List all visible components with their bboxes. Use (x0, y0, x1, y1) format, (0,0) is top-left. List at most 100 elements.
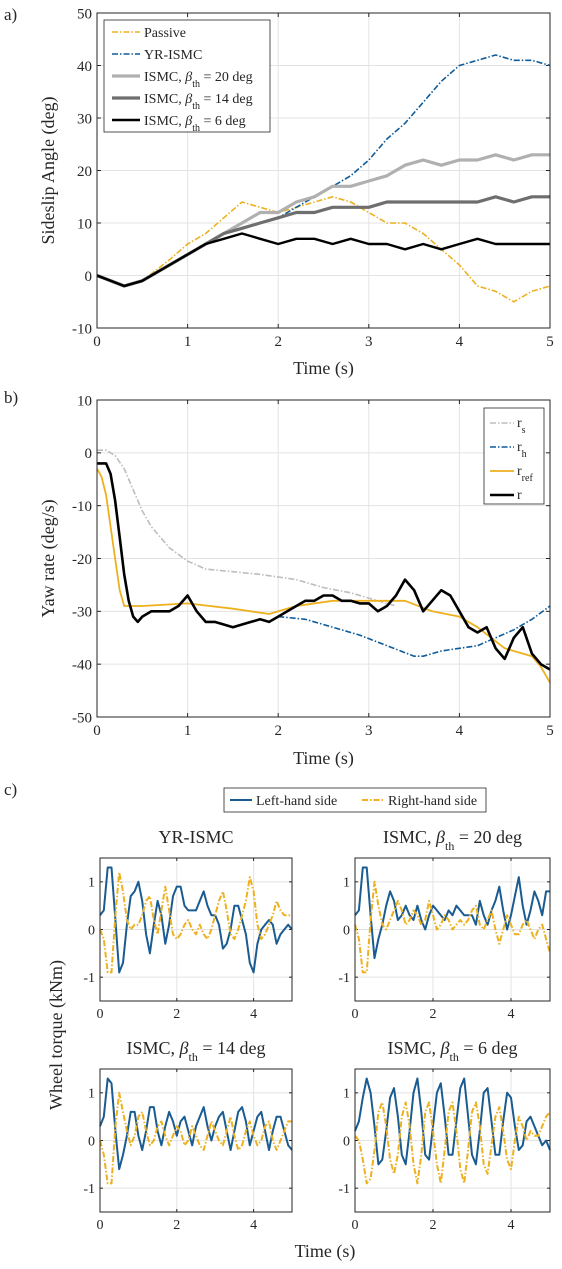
panel-b-ytick-label: 0 (85, 446, 93, 462)
panel-c-subplot-3-ytick-label: 0 (88, 1134, 95, 1149)
panel-a-ytick-label: 0 (85, 269, 93, 285)
panel-c-subplot-1-xtick-label: 4 (250, 1007, 257, 1022)
panel-b-ytick-label: -20 (72, 552, 92, 568)
panel-a-legend-text: YR-ISMC (144, 48, 202, 63)
panel-b-ytick-label: -30 (72, 605, 92, 621)
panel-b-xtick-label: 5 (546, 723, 554, 739)
panel-b-ytick-label: -40 (72, 657, 92, 673)
panel-c-subplot-2-xtick-label: 2 (430, 1007, 437, 1022)
panel-c-subplot-4-ytick-label: -1 (338, 1182, 350, 1197)
panel-a-legend-entry: ISMC, βth = 14 deg (144, 92, 253, 112)
panel-a-legend-text: ISMC, (144, 92, 185, 107)
panel-c-subplot-3-axes-frame (99, 1068, 293, 1213)
panel-a-legend-text: ISMC, (144, 114, 185, 129)
panel-a-ytick-label: 30 (77, 111, 92, 127)
panel-c-subplot-2-ytick-label: 1 (343, 876, 350, 891)
panel-b-xlabel: Time (s) (293, 748, 354, 769)
panel-b-ytick-label: -10 (72, 499, 92, 515)
panel-c-subplot-4-title-text: ISMC, (388, 1038, 441, 1058)
panel-a-legend-entry: ISMC, βth = 6 deg (144, 114, 246, 134)
panel-a-ylabel: Sideslip Angle (deg) (38, 97, 59, 245)
panel-b-ylabel: Yaw rate (deg/s) (38, 499, 59, 617)
panel-a-xtick-label: 3 (365, 334, 373, 350)
panel-c-subplot-1-series-line-left (99, 866, 293, 974)
panel-c-subplot-1-xtick-label: 0 (97, 1007, 104, 1022)
panel-c-subplot-2-title-text: ISMC, (383, 827, 436, 847)
panel-c-subplot-3-xtick-label: 4 (250, 1218, 257, 1233)
panel-a-legend-entry: YR-ISMC (144, 48, 202, 63)
panel-c-subplot-3-title-text: ISMC, (127, 1038, 180, 1058)
panel-b-legend-entry: rh (517, 440, 527, 460)
panel-c-subplot-1-ytick-label: 0 (88, 923, 95, 938)
panel-a-legend-symbol: β (184, 92, 192, 107)
panel-c-subplot-4-title-subscript: th (450, 1050, 459, 1064)
panel-a-legend-tail: = 20 deg (200, 70, 253, 85)
panel-b-legend-text: r (517, 488, 522, 503)
panel-a-xtick-label: 0 (93, 334, 101, 350)
panel-b-xtick-label: 1 (184, 723, 192, 739)
panel-c-subplot-3-xtick-label: 0 (97, 1218, 104, 1233)
panel-c-subplot-3-ytick-label: -1 (83, 1182, 95, 1197)
panel-b-ytick-label: -50 (72, 710, 92, 726)
panel-c-subplot-2-xtick-label: 4 (508, 1007, 515, 1022)
panel-b-xtick-label: 3 (365, 723, 373, 739)
panel-a-legend-entry: Passive (144, 26, 186, 41)
panel-c-label: c) (4, 780, 17, 799)
panel-a-axes-frame (96, 12, 551, 329)
panel-c-subplot-4: 0 2 4 -1 0 1 ISMC, βth = 6 deg (338, 1038, 551, 1233)
panel-a-ytick-label: 50 (77, 6, 92, 22)
panel-b-xtick-label: 4 (456, 723, 464, 739)
panel-a-ytick-label: 40 (77, 59, 92, 75)
panel-c-subplot-2-xtick-label: 0 (352, 1007, 359, 1022)
panel-c-subplot-2: 0 2 4 -1 0 1 ISMC, βth = 20 deg (338, 827, 551, 1022)
panel-a-legend-subscript: th (192, 123, 200, 134)
panel-a-xtick-label: 1 (184, 334, 192, 350)
panel-c-subplot-2-ytick-label: -1 (338, 971, 350, 986)
panel-a-series-line-ismc6 (96, 232, 550, 288)
panel-b-label: b) (4, 388, 18, 407)
panel-c-subplot-1-axes-frame (99, 857, 293, 1002)
panel-b-series-line-r (97, 462, 551, 671)
panel-c-subplot-3: 0 2 4 -1 0 1 ISMC, βth = 14 deg (83, 1038, 293, 1233)
panel-b-yaw-rate-chart: b) 0 1 2 3 4 5 -50 -40 -30 -20 -10 0 10 Time (s) Yaw r… (4, 388, 554, 769)
panel-c-legend-text: Right-hand side (388, 794, 477, 809)
panel-c-subplot-1: 0 2 4 -1 0 1 YR-ISMC (83, 827, 293, 1022)
panel-a-legend: Passive YR-ISMC ISMC, β th = 20 deg ISMC, βt… (103, 19, 271, 134)
panel-c-subplot-1-xtick-label: 2 (173, 1007, 180, 1022)
panel-c-xlabel: Time (s) (295, 1241, 356, 1262)
panel-c-subplot-3-ytick-label: 1 (88, 1087, 95, 1102)
panel-a-ytick-label: 10 (77, 216, 92, 232)
panel-c-legend-box (223, 787, 487, 813)
panel-b-legend-entry: rs (517, 416, 526, 436)
panel-c-subplot-1-title: YR-ISMC (158, 827, 233, 847)
panel-c-subplot-2-title-subscript: th (445, 839, 454, 853)
panel-b-legend-subscript: ref (522, 473, 534, 484)
panel-b-axes-frame (96, 399, 551, 718)
panel-b-legend-text: r (517, 440, 522, 455)
panel-c-subplot-4-title-symbol: β (440, 1038, 450, 1058)
panel-a-xlabel: Time (s) (293, 358, 354, 379)
panel-b-legend-subscript: h (522, 449, 527, 460)
panel-b-legend-entry: r (517, 488, 522, 503)
panel-c-subplot-1-ytick-label: -1 (83, 971, 95, 986)
panel-c-subplot-2-series-line-right (354, 880, 551, 974)
panel-c-subplot-1-title-text: YR-ISMC (158, 827, 233, 847)
panel-c-ylabel: Wheel torque (kNm) (46, 960, 67, 1110)
panel-a-xtick-label: 2 (274, 334, 282, 350)
panel-a-legend-tail: = 6 deg (200, 114, 246, 129)
panel-b-xtick-label: 2 (274, 723, 282, 739)
panel-c-subplot-3-series-line-left (99, 1077, 293, 1171)
panel-c-subplot-2-ytick-label: 0 (343, 923, 350, 938)
panel-c-subplot-4-title: ISMC, βth = 6 deg (388, 1038, 518, 1064)
panel-c-subplot-1-ytick-label: 1 (88, 876, 95, 891)
panel-b-legend-entry: rref (517, 464, 533, 484)
panel-c-subplot-4-ytick-label: 1 (343, 1087, 350, 1102)
panel-c-legend-text: Left-hand side (256, 794, 337, 809)
panel-a-ytick-label: 20 (77, 164, 92, 180)
panel-b-legend-subscript: s (522, 425, 526, 436)
panel-b-xtick-label: 0 (93, 723, 101, 739)
panel-a-legend-tail: = 14 deg (200, 92, 253, 107)
panel-c-legend: Left-hand side Right-hand side (223, 787, 487, 813)
panel-c-subplot-2-title-tail: = 20 deg (454, 827, 522, 847)
